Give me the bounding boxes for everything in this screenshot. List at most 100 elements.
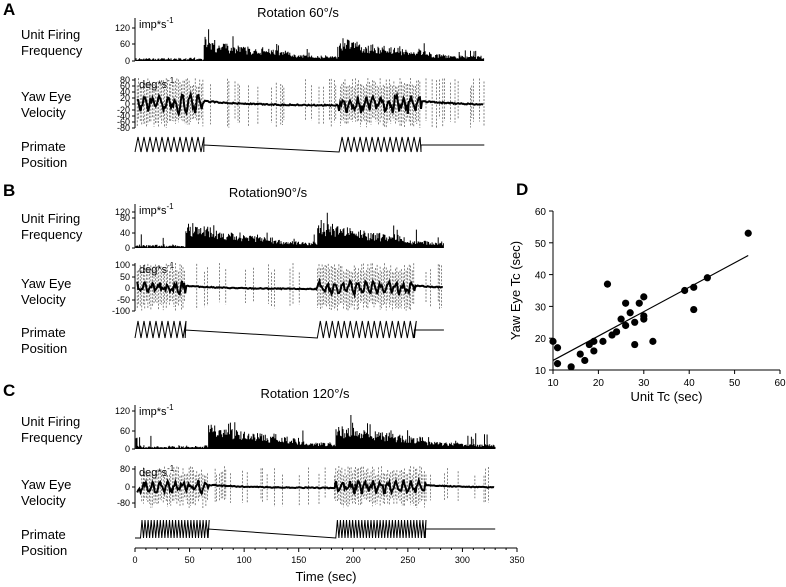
time-x-label: Time (sec)	[296, 569, 357, 584]
firing-unit-label: imp*s-1	[139, 403, 174, 418]
yaw-eye-label: Yaw Eye	[21, 276, 71, 291]
eye-slow-phase-trace	[136, 90, 484, 117]
unit-firing-label: Frequency	[21, 227, 83, 242]
eye-y-tick-label: 0	[125, 283, 130, 293]
scatter-x-tick-label: 60	[774, 378, 786, 389]
primate-position-trace	[134, 320, 444, 339]
scatter-point	[635, 299, 643, 307]
scatter-point	[622, 321, 630, 330]
panel-letter-c: C	[3, 381, 15, 400]
firing-y-tick-label: 120	[115, 207, 130, 217]
primate-position-label: Primate	[21, 325, 66, 340]
firing-y-tick-label: 0	[125, 243, 130, 253]
eye-y-tick-label: 80	[120, 75, 130, 85]
firing-y-tick-label: 0	[125, 444, 130, 454]
scatter-point	[622, 299, 630, 307]
scatter-x-tick-label: 30	[638, 378, 650, 389]
eye-y-tick-label: 0	[125, 99, 130, 109]
scatter-x-label: Unit Tc (sec)	[631, 389, 703, 404]
panel-letter-b: B	[3, 181, 15, 200]
firing-y-tick-label: 120	[115, 406, 130, 416]
scatter-point	[690, 283, 698, 291]
time-x-tick-label: 0	[132, 555, 137, 565]
primate-position-label: Primate	[21, 527, 66, 542]
scatter-point	[631, 318, 639, 326]
yaw-eye-label: Yaw Eye	[21, 89, 71, 104]
eye-y-tick-label: 100	[115, 260, 130, 270]
yaw-eye-label: Velocity	[21, 292, 66, 307]
firing-y-tick-label: 120	[115, 23, 130, 33]
firing-y-tick-label: 60	[120, 426, 130, 436]
scatter-point	[603, 280, 612, 288]
scatter-y-label: Yaw Eye Tc (sec)	[508, 241, 523, 340]
scatter-point	[649, 337, 657, 345]
unit-firing-label: Frequency	[21, 430, 83, 445]
unit-firing-label: Unit Firing	[21, 27, 80, 42]
time-x-tick-label: 100	[237, 555, 252, 565]
scatter-y-tick-label: 60	[535, 207, 547, 218]
eye-y-tick-label: 40	[120, 87, 130, 97]
primate-position-label: Primate	[21, 139, 66, 154]
scatter-point	[626, 309, 634, 317]
eye-y-tick-label: -50	[117, 295, 130, 305]
eye-y-tick-label: -80	[117, 498, 130, 508]
scatter-x-tick-label: 10	[547, 378, 559, 389]
firing-histogram	[135, 212, 444, 248]
yaw-eye-label: Velocity	[21, 105, 66, 120]
scatter-point	[640, 293, 648, 301]
firing-y-tick-label: 60	[120, 39, 130, 49]
time-x-tick-label: 50	[185, 555, 195, 565]
firing-unit-label: imp*s-1	[139, 202, 174, 217]
time-x-tick-label: 250	[400, 555, 415, 565]
panel-title: Rotation 120°/s	[260, 386, 350, 401]
eye-y-tick-label: 80	[120, 464, 130, 474]
time-x-tick-label: 150	[291, 555, 306, 565]
primate-position-trace	[134, 136, 485, 153]
eye-y-tick-label: -100	[112, 306, 130, 316]
primate-position-trace	[135, 519, 496, 539]
eye-y-tick-label: 60	[120, 81, 130, 91]
scatter-point	[553, 344, 562, 352]
scatter-point	[703, 274, 711, 282]
panel-title: Rotation90°/s	[229, 185, 308, 200]
eye-unit-label: deg*s-1	[139, 76, 175, 91]
scatter-y-tick-label: 20	[535, 334, 547, 345]
eye-y-tick-label: 50	[120, 272, 130, 282]
firing-y-tick-label: 0	[125, 56, 130, 66]
fit-line	[552, 254, 749, 361]
panel-title: Rotation 60°/s	[257, 5, 339, 20]
panel-letter-a: A	[3, 0, 15, 19]
scatter-point	[617, 315, 625, 323]
eye-y-tick-label: -40	[117, 111, 130, 121]
scatter-point	[581, 356, 589, 365]
eye-slow-phase-trace	[136, 476, 495, 496]
scatter-y-tick-label: 10	[535, 366, 547, 377]
scatter-point	[590, 337, 598, 345]
eye-y-tick-label: 0	[125, 482, 130, 492]
time-x-tick-label: 200	[346, 555, 361, 565]
unit-firing-label: Frequency	[21, 43, 83, 58]
scatter-point	[612, 328, 621, 336]
unit-firing-label: Unit Firing	[21, 211, 80, 226]
firing-unit-label: imp*s-1	[139, 16, 174, 31]
scatter-point	[681, 286, 689, 295]
scatter-point	[576, 350, 584, 358]
yaw-eye-label: Yaw Eye	[21, 477, 71, 492]
primate-position-label: Position	[21, 155, 67, 170]
scatter-point	[553, 360, 562, 368]
firing-y-tick-label: 40	[120, 228, 130, 238]
panel-letter-d: D	[516, 180, 528, 199]
time-x-tick-label: 300	[455, 555, 470, 565]
scatter-point	[744, 229, 752, 237]
eye-y-tick-label: 20	[120, 93, 130, 103]
scatter-y-tick-label: 50	[535, 239, 547, 250]
scatter-x-tick-label: 40	[684, 378, 696, 389]
scatter-point	[590, 347, 598, 355]
scatter-point	[631, 340, 639, 349]
scatter-point	[549, 337, 557, 345]
time-x-tick-label: 350	[509, 555, 524, 565]
eye-y-tick-label: -80	[117, 123, 130, 133]
firing-y-tick-label: 80	[120, 213, 130, 223]
eye-y-tick-label: -20	[117, 105, 130, 115]
